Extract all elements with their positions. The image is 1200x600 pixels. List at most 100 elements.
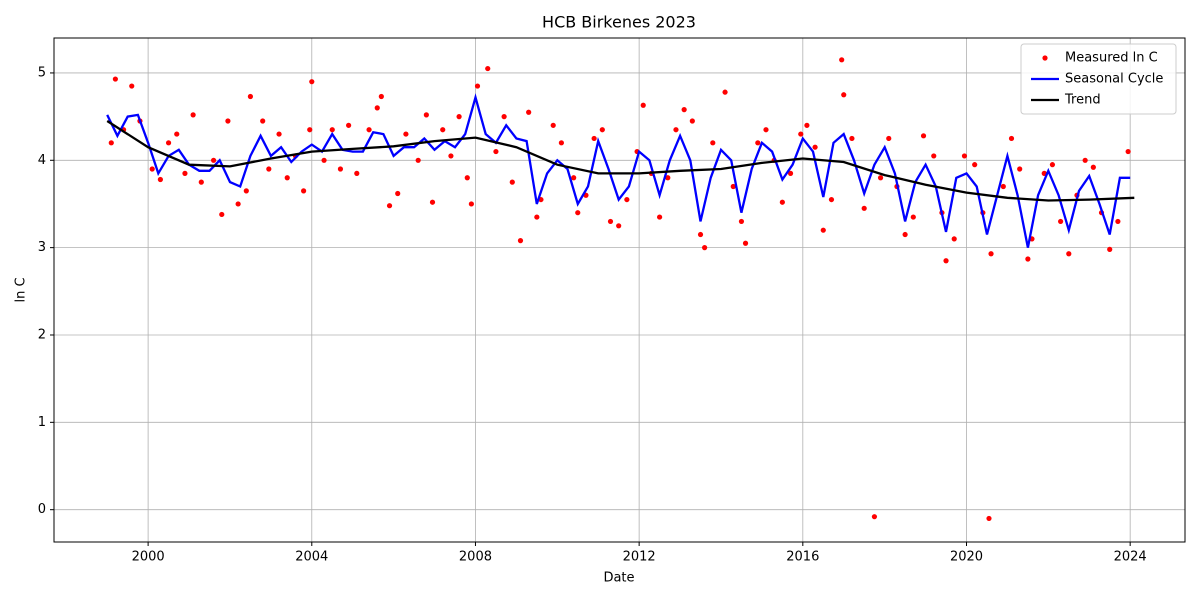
data-point (509, 179, 515, 185)
data-point (920, 133, 927, 139)
data-point (697, 231, 704, 238)
y-tick-label: 5 (38, 65, 46, 80)
data-point (1115, 218, 1121, 225)
data-point (321, 157, 327, 163)
data-point (961, 153, 968, 159)
data-point (526, 109, 532, 115)
data-point (673, 127, 679, 133)
y-tick-label: 2 (38, 327, 46, 342)
data-point (1058, 218, 1064, 225)
data-point (1125, 148, 1131, 155)
x-tick-label: 2012 (623, 550, 656, 565)
data-point (225, 118, 231, 124)
data-point (571, 175, 577, 181)
data-point (689, 118, 695, 124)
data-point (1025, 256, 1031, 262)
data-point (346, 122, 352, 128)
data-point (730, 183, 736, 190)
data-point (943, 258, 949, 264)
data-point (988, 251, 994, 257)
y-tick-label: 4 (38, 153, 46, 168)
data-point (828, 196, 835, 203)
data-point (260, 118, 266, 124)
data-point (219, 211, 225, 218)
data-point (681, 107, 687, 113)
data-point (841, 92, 847, 98)
series-line (106, 120, 1135, 202)
data-point (354, 170, 360, 176)
data-point (902, 231, 908, 238)
data-point (616, 223, 622, 229)
x-tick-label: 2008 (459, 550, 492, 565)
data-point (448, 153, 454, 159)
data-point (798, 131, 804, 137)
data-point (378, 93, 384, 100)
x-tick-label: 2004 (295, 550, 328, 565)
data-point (624, 196, 630, 203)
data-point (849, 135, 855, 142)
data-point (607, 218, 614, 225)
data-point (910, 214, 916, 220)
data-point (485, 65, 491, 72)
data-point (1090, 164, 1096, 170)
data-point (986, 515, 992, 522)
y-tick-label: 1 (38, 415, 46, 430)
data-point (1082, 157, 1088, 163)
x-tick-label: 2020 (950, 550, 983, 565)
data-point (1107, 246, 1113, 252)
data-point (235, 201, 241, 207)
data-point (722, 89, 728, 95)
data-point (738, 218, 745, 225)
data-point (534, 214, 540, 220)
data-point (429, 199, 436, 205)
data-point (456, 114, 462, 120)
data-point (301, 188, 307, 194)
x-tick-label: 2000 (132, 550, 165, 565)
data-point (190, 112, 196, 118)
data-point (779, 199, 785, 205)
data-point (1049, 162, 1056, 168)
data-point (247, 93, 254, 100)
data-point (665, 175, 671, 181)
data-point (307, 127, 313, 133)
data-point (309, 79, 315, 85)
data-point (787, 170, 794, 176)
data-point (599, 127, 605, 133)
legend-label: Seasonal Cycle (1065, 72, 1163, 87)
data-point (112, 76, 118, 82)
data-point (440, 127, 446, 133)
data-point (871, 514, 878, 520)
legend-label: Trend (1064, 93, 1101, 108)
data-point (284, 175, 290, 181)
data-point (182, 170, 188, 176)
data-point (423, 112, 429, 118)
data-point (820, 227, 826, 233)
x-tick-label: 2024 (1114, 550, 1147, 565)
data-point (951, 236, 957, 242)
data-point (804, 122, 810, 128)
data-point (931, 153, 937, 159)
plot-frame (53, 37, 1186, 543)
data-point (742, 240, 749, 246)
data-point (366, 127, 372, 133)
x-axis-label: Date (603, 571, 634, 586)
data-point (149, 166, 155, 172)
x-tick-label: 2016 (786, 550, 819, 565)
data-point (386, 203, 393, 209)
plot-area (106, 57, 1135, 522)
data-point (108, 140, 114, 146)
data-point (1066, 251, 1072, 257)
data-point (415, 157, 421, 163)
data-point (550, 122, 556, 128)
data-point (165, 140, 172, 146)
data-point (558, 140, 564, 146)
legend-marker (1042, 55, 1048, 61)
data-point (702, 245, 708, 251)
data-point (210, 157, 217, 163)
data-point (266, 166, 272, 172)
legend-box (1020, 43, 1177, 115)
data-point (243, 188, 249, 194)
data-point (755, 140, 761, 146)
data-point (1000, 183, 1006, 190)
